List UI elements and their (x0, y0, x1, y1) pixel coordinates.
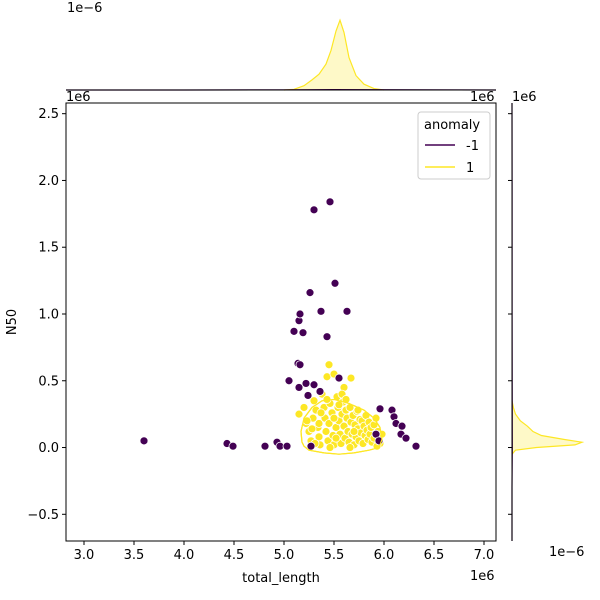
normal-point (294, 409, 304, 419)
y-offset-label: 1e6 (66, 90, 91, 105)
y-axis-ticks: −0.5 0.0 0.5 1.0 1.5 2.0 2.5 (27, 107, 66, 523)
legend-label-1: 1 (466, 161, 474, 176)
anomaly-point (260, 441, 270, 451)
anomaly-point (295, 309, 305, 319)
right-marginal-top-offset-label: 1e6 (512, 90, 537, 105)
right-marginal: 1e6 1e−6 (508, 90, 584, 560)
x-tick-label: 6.0 (374, 548, 395, 563)
anomaly-point (316, 306, 326, 316)
anomaly-point (342, 306, 352, 316)
main-axes: 3.0 3.5 4.0 4.5 5.0 5.5 6.0 6.5 7.0 −0.5 0.0 0.5 1.… (5, 90, 497, 586)
normal-point (321, 427, 331, 436)
x-axis-label: total_length (242, 571, 320, 586)
legend-title: anomaly (424, 118, 480, 133)
normal-point (346, 373, 356, 383)
anomaly-point (305, 288, 315, 298)
normal-point (324, 360, 334, 370)
anomaly-point (298, 328, 308, 338)
normal-point (349, 427, 359, 436)
anomaly-point (282, 441, 292, 451)
legend-label-neg1: -1 (466, 139, 479, 154)
anomaly-point (139, 436, 149, 446)
right-marginal-ticks (508, 113, 512, 515)
anomaly-point (303, 391, 313, 400)
anomaly-point (228, 441, 238, 451)
top-marginal-curve (283, 18, 385, 91)
anomaly-point (289, 326, 299, 336)
normal-point (314, 419, 324, 428)
y-tick-label: 2.5 (38, 107, 59, 122)
x-tick-label: 5.0 (274, 548, 295, 563)
scatter-points (139, 197, 421, 455)
right-marginal-fill (512, 400, 582, 455)
y-tick-label: 1.0 (38, 307, 59, 322)
anomaly-point (284, 376, 294, 386)
x-tick-label: 3.5 (124, 548, 145, 563)
normal-point (325, 443, 335, 452)
legend: anomaly -1 1 (417, 111, 491, 180)
top-marginal-fill (284, 20, 384, 91)
normal-point (309, 396, 319, 406)
y-tick-label: 0.0 (38, 441, 59, 456)
x-tick-label: 3.0 (74, 548, 95, 563)
anomaly-point (309, 205, 319, 215)
top-marginal-offset-label: 1e−6 (67, 1, 102, 16)
anomaly-point (294, 383, 304, 392)
anomaly-point (334, 373, 344, 383)
normal-point (341, 395, 351, 404)
y-tick-label: 2.0 (38, 174, 59, 189)
normal-point (345, 443, 355, 452)
anomaly-point (401, 433, 411, 443)
density-contour-line-overlay (300, 398, 383, 455)
top-marginal: 1e−6 (66, 1, 497, 91)
anomaly-point (315, 387, 325, 396)
anomaly-point (330, 278, 340, 288)
normal-point (299, 403, 309, 412)
anomaly-point (397, 421, 407, 431)
normal-point (331, 433, 341, 443)
normal-point (307, 424, 317, 434)
anomaly-point (375, 404, 385, 414)
anomaly-point (322, 332, 332, 342)
x-offset-label: 1e6 (470, 569, 495, 584)
right-marginal-curve (511, 400, 585, 455)
y-tick-label: 1.5 (38, 241, 59, 256)
anomaly-point (309, 380, 319, 390)
normal-point (324, 419, 334, 428)
x-tick-label: 5.5 (324, 548, 345, 563)
x-tick-label: 6.5 (424, 548, 445, 563)
normal-point (316, 408, 326, 418)
top-marginal-curves (66, 18, 497, 91)
y-axis-label: N50 (5, 309, 20, 335)
x-tick-label: 7.0 (474, 548, 495, 563)
y-tick-label: −0.5 (27, 508, 59, 523)
y-tick-label: 0.5 (38, 374, 59, 389)
top-right-offset-label: 1e6 (470, 90, 495, 105)
x-axis-ticks: 3.0 3.5 4.0 4.5 5.0 5.5 6.0 6.5 7.0 (74, 541, 495, 563)
anomaly-point (325, 197, 335, 207)
right-marginal-curves (511, 102, 585, 541)
normal-point (329, 413, 339, 423)
right-marginal-offset-label: 1e−6 (549, 545, 584, 560)
x-tick-label: 4.5 (224, 548, 245, 563)
anomaly-point (411, 441, 421, 451)
x-tick-label: 4.0 (174, 548, 195, 563)
anomaly-point (295, 360, 305, 370)
